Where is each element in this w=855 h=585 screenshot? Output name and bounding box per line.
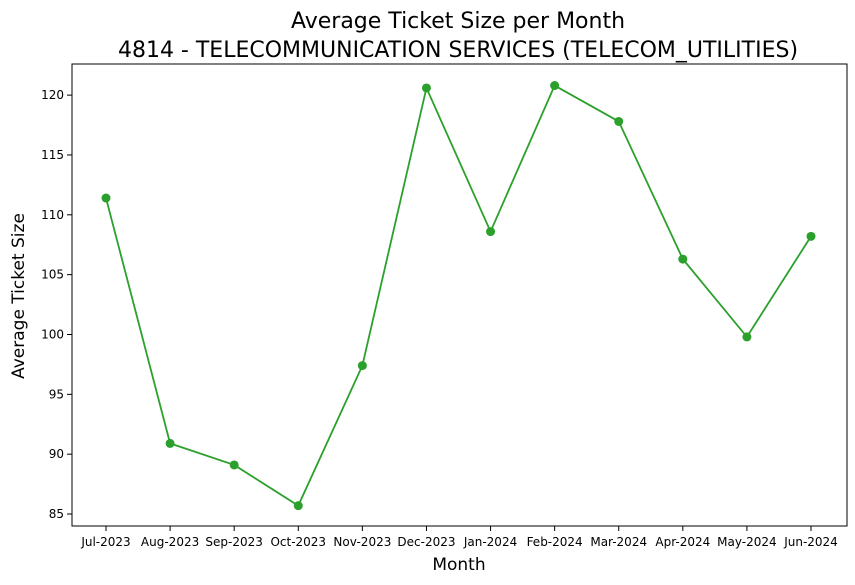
y-tick-label: 105 [41, 268, 64, 282]
x-tick-label: Nov-2023 [333, 535, 391, 549]
series-line [105, 84, 812, 507]
chart-title: Average Ticket Size per Month [291, 9, 625, 34]
x-tick-label: Dec-2023 [397, 535, 455, 549]
chart-subtitle: 4814 - TELECOMMUNICATION SERVICES (TELEC… [118, 38, 798, 63]
x-axis: Jul-2023 Aug-2023 Sep-2023 Oct-2023 Nov-2023… [80, 526, 838, 549]
y-axis: 85 90 95 100 105 110 115 120 [41, 88, 72, 521]
data-point [678, 254, 688, 264]
data-point [101, 193, 111, 203]
x-tick-label: Mar-2024 [590, 535, 647, 549]
x-tick-label: Feb-2024 [527, 535, 583, 549]
data-point [293, 501, 303, 511]
x-tick-label: Jul-2023 [80, 535, 130, 549]
y-tick-label: 85 [49, 507, 64, 521]
x-axis-label: Month [432, 555, 485, 575]
series [101, 81, 816, 511]
data-point [357, 361, 367, 371]
x-tick-label: Aug-2023 [141, 535, 199, 549]
x-tick-label: May-2024 [717, 535, 776, 549]
x-tick-label: Oct-2023 [270, 535, 326, 549]
x-tick-label: Jun-2024 [783, 535, 838, 549]
x-tick-label: Apr-2024 [655, 535, 710, 549]
y-axis-label: Average Ticket Size [9, 213, 29, 379]
data-point [742, 332, 752, 342]
data-point [165, 438, 175, 448]
data-point [486, 227, 496, 237]
data-point [806, 231, 816, 241]
x-tick-label: Jan-2024 [463, 535, 517, 549]
y-tick-label: 115 [41, 148, 64, 162]
y-tick-label: 95 [49, 387, 64, 401]
data-point [421, 83, 431, 93]
x-tick-label: Sep-2023 [205, 535, 263, 549]
data-point [229, 460, 239, 470]
y-tick-label: 110 [41, 208, 64, 222]
data-point [614, 116, 624, 126]
y-tick-label: 120 [41, 88, 64, 102]
data-point [550, 81, 560, 91]
y-tick-label: 100 [41, 327, 64, 341]
plot-area [71, 63, 848, 527]
y-tick-label: 90 [49, 447, 64, 461]
